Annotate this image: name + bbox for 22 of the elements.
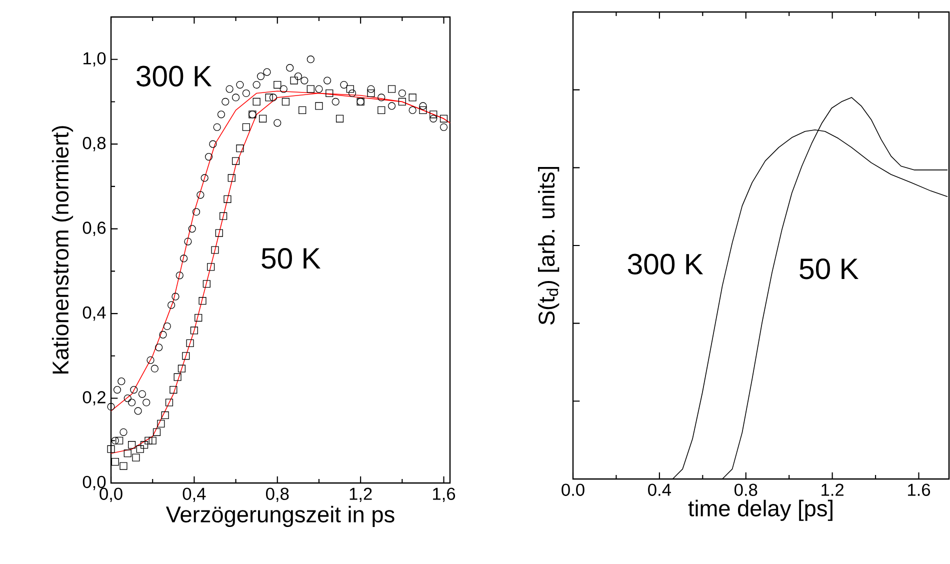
- x-tick-label: 0.0: [562, 484, 584, 496]
- x-tick-label: 0,8: [266, 488, 289, 502]
- x-tick-label: 1.6: [908, 484, 930, 496]
- annotation: 300 K: [628, 254, 704, 275]
- y-tick-label: 0,6: [82, 222, 106, 236]
- annotation: 300 K: [136, 66, 212, 87]
- annotation: 50 K: [800, 258, 858, 280]
- x-axis-title: Verzögerungszeit in ps: [166, 506, 394, 527]
- x-tick-label: 1.2: [822, 484, 844, 496]
- y-axis-title: S(t$_{d}$) [arb. units]: [538, 167, 560, 325]
- x-tick-label: 1,6: [433, 488, 456, 502]
- annotation: 50 K: [262, 248, 320, 269]
- y-tick-label: 0,2: [82, 391, 106, 406]
- x-tick-label: 0.8: [734, 484, 758, 496]
- y-tick-label: 0,4: [82, 306, 106, 321]
- y-tick-label: 0,8: [82, 136, 106, 152]
- y-axis-title: Kationenstrom (normiert): [52, 126, 74, 374]
- y-tick-label: 1,0: [84, 52, 106, 67]
- x-tick-label: 0,4: [182, 488, 206, 502]
- x-tick-label: 1,2: [350, 488, 372, 502]
- x-tick-label: 0.4: [648, 484, 671, 496]
- x-axis-title: time delay [ps]: [688, 500, 832, 521]
